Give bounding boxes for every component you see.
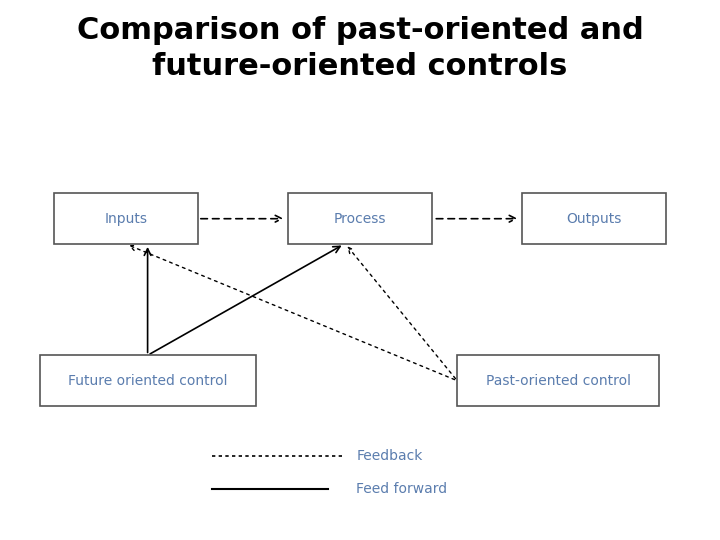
Text: Comparison of past-oriented and
future-oriented controls: Comparison of past-oriented and future-o… bbox=[76, 16, 644, 81]
Text: Future oriented control: Future oriented control bbox=[68, 374, 228, 388]
FancyBboxPatch shape bbox=[522, 193, 666, 244]
FancyBboxPatch shape bbox=[40, 355, 256, 406]
Text: Inputs: Inputs bbox=[104, 212, 148, 226]
FancyBboxPatch shape bbox=[54, 193, 198, 244]
Text: Process: Process bbox=[334, 212, 386, 226]
Text: Feed forward: Feed forward bbox=[356, 482, 448, 496]
Text: Feedback: Feedback bbox=[356, 449, 423, 463]
Text: Outputs: Outputs bbox=[567, 212, 621, 226]
FancyBboxPatch shape bbox=[457, 355, 659, 406]
Text: Past-oriented control: Past-oriented control bbox=[485, 374, 631, 388]
FancyBboxPatch shape bbox=[288, 193, 432, 244]
